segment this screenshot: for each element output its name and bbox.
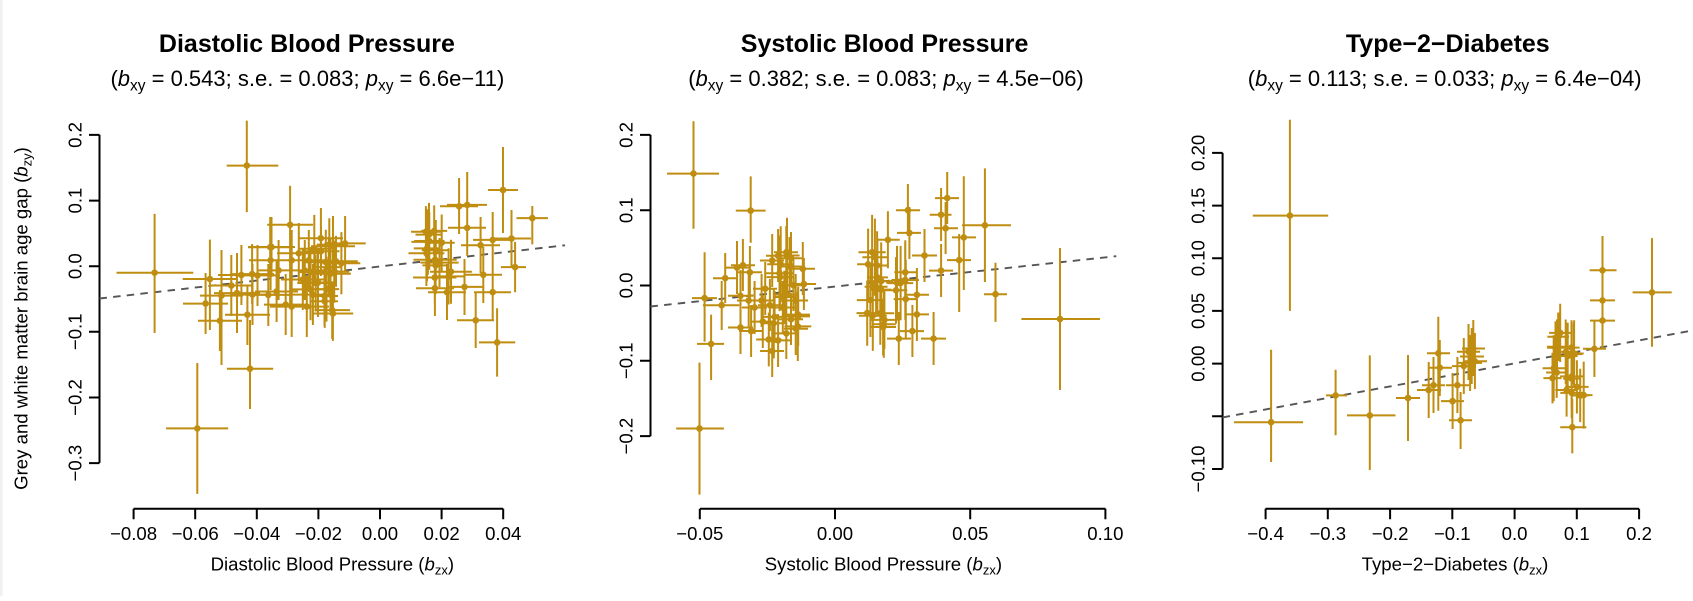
svg-text:0.1: 0.1 (616, 197, 637, 223)
svg-text:−0.04: −0.04 (233, 523, 280, 544)
svg-text:−0.3: −0.3 (1309, 523, 1346, 544)
svg-text:Systolic Blood Pressure (bzx): Systolic Blood Pressure (bzx) (765, 554, 1002, 578)
svg-text:(bxy = 0.543; s.e. = 0.083; px: (bxy = 0.543; s.e. = 0.083; pxy = 6.6e−1… (110, 66, 504, 95)
svg-text:0.00: 0.00 (817, 523, 853, 544)
svg-text:−0.2: −0.2 (1372, 523, 1409, 544)
svg-text:0.1: 0.1 (1564, 523, 1590, 544)
svg-text:−0.05: −0.05 (676, 523, 723, 544)
svg-text:0.2: 0.2 (616, 122, 637, 148)
svg-text:−0.08: −0.08 (110, 523, 157, 544)
svg-text:0.2: 0.2 (65, 122, 86, 148)
svg-text:−0.02: −0.02 (295, 523, 342, 544)
svg-text:−0.1: −0.1 (65, 313, 86, 350)
svg-text:(bxy = 0.113; s.e. = 0.033; px: (bxy = 0.113; s.e. = 0.033; pxy = 6.4e−0… (1248, 66, 1642, 95)
svg-text:0.10: 0.10 (1188, 240, 1209, 276)
svg-text:0.0: 0.0 (1502, 523, 1528, 544)
svg-text:0.05: 0.05 (952, 523, 988, 544)
svg-text:0.1: 0.1 (65, 188, 86, 214)
svg-text:−0.2: −0.2 (616, 418, 637, 455)
svg-text:−0.1: −0.1 (1434, 523, 1471, 544)
svg-text:−0.10: −0.10 (1188, 445, 1209, 492)
svg-text:−0.4: −0.4 (1247, 523, 1284, 544)
svg-text:−0.3: −0.3 (65, 445, 86, 482)
svg-text:−0.06: −0.06 (172, 523, 219, 544)
svg-text:0.2: 0.2 (1626, 523, 1652, 544)
svg-text:0.0: 0.0 (616, 273, 637, 299)
svg-text:0.10: 0.10 (1087, 523, 1123, 544)
svg-text:Diastolic Blood Pressure: Diastolic Blood Pressure (159, 30, 455, 58)
svg-text:Type−2−Diabetes: Type−2−Diabetes (1346, 30, 1550, 58)
svg-text:0.20: 0.20 (1188, 135, 1209, 171)
svg-text:0.0: 0.0 (65, 253, 86, 279)
svg-text:0.05: 0.05 (1188, 293, 1209, 329)
svg-text:0.04: 0.04 (485, 523, 521, 544)
svg-text:Systolic Blood Pressure: Systolic Blood Pressure (741, 30, 1029, 58)
svg-text:(bxy = 0.382; s.e. = 0.083; px: (bxy = 0.382; s.e. = 0.083; pxy = 4.5e−0… (688, 66, 1084, 95)
svg-text:−0.2: −0.2 (65, 379, 86, 416)
svg-text:0.02: 0.02 (423, 523, 459, 544)
svg-text:0.00: 0.00 (362, 523, 398, 544)
svg-text:−0.1: −0.1 (616, 342, 637, 379)
svg-text:Grey and white matter brain ag: Grey and white matter brain age gap (bzy… (11, 147, 35, 490)
svg-text:0.15: 0.15 (1188, 187, 1209, 223)
svg-text:Diastolic Blood Pressure (bzx): Diastolic Blood Pressure (bzx) (211, 554, 454, 578)
svg-text:Type−2−Diabetes (bzx): Type−2−Diabetes (bzx) (1362, 554, 1549, 578)
svg-text:0.00: 0.00 (1188, 345, 1209, 381)
